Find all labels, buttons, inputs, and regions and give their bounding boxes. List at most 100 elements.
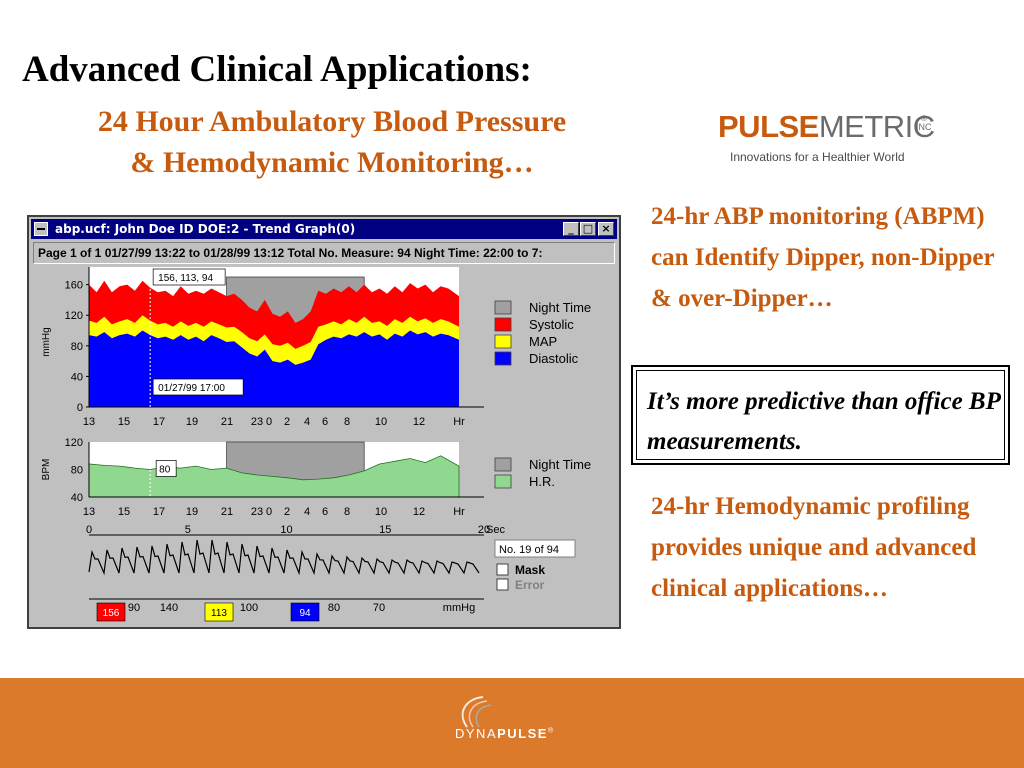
waveform-x-tick-label: 5 bbox=[185, 524, 191, 536]
abpm-bullet: 24-hr ABP monitoring (ABPM) can Identify… bbox=[651, 203, 995, 312]
hr-x-tick-label: 2 bbox=[284, 506, 290, 518]
pressure-scale-label: 80 bbox=[328, 602, 340, 614]
maximize-button[interactable]: □ bbox=[580, 222, 596, 236]
dynapulse-wordmark: DYNAPULSE® bbox=[455, 726, 555, 741]
trend-info-bar: Page 1 of 1 01/27/99 13:22 to 01/28/99 1… bbox=[33, 242, 615, 264]
pressure-marker-label: 113 bbox=[211, 608, 227, 619]
logo-registered-mark: ® bbox=[921, 114, 927, 123]
bp-y-tick-label: 160 bbox=[65, 280, 83, 292]
hr-y-tick-label: 120 bbox=[65, 437, 83, 449]
trend-graph-window: abp.ucf: John Doe ID DOE:2 - Trend Graph… bbox=[27, 215, 621, 629]
hr-y-tick-label: 80 bbox=[71, 465, 83, 477]
measure-number: No. 19 of 94 bbox=[499, 544, 559, 556]
bp-x-tick-label: 10 bbox=[375, 416, 387, 428]
bp-legend-swatch bbox=[494, 351, 512, 366]
bp-legend-swatch bbox=[494, 334, 512, 349]
hr-x-tick-label: 8 bbox=[344, 506, 350, 518]
pressure-marker bbox=[96, 602, 126, 622]
bp-x-tick-label: 23 bbox=[251, 416, 263, 428]
bp-x-tick-label: 13 bbox=[83, 416, 95, 428]
hr-x-tick-label: 10 bbox=[375, 506, 387, 518]
bp-x-tick-label: 6 bbox=[322, 416, 328, 428]
pressure-marker bbox=[290, 602, 320, 622]
dynapulse-swoosh-icon bbox=[461, 696, 492, 728]
bp-tooltip-time: 01/27/99 17:00 bbox=[158, 383, 225, 394]
callout-text: It’s more predictive than office BP meas… bbox=[636, 370, 1005, 460]
waveform-x-tick-label: 0 bbox=[86, 524, 92, 536]
checkbox-mask[interactable] bbox=[496, 563, 509, 576]
hr-x-tick-label: 19 bbox=[186, 506, 198, 518]
dynapulse-registered-mark: ® bbox=[547, 727, 555, 735]
hr-legend-swatch bbox=[494, 457, 512, 472]
bp-x-tick-label: 17 bbox=[153, 416, 165, 428]
hr-cursor-box bbox=[155, 460, 177, 477]
slide-title: Advanced Clinical Applications: bbox=[22, 49, 532, 90]
waveform-x-tick-label: 20 bbox=[478, 524, 490, 536]
pressure-scale-label: 70 bbox=[373, 602, 385, 614]
hr-x-tick-label: 4 bbox=[304, 506, 310, 518]
bp-x-tick-label: 15 bbox=[118, 416, 130, 428]
pulsemetric-logo: PULSEMETRIC ® INC Innovations for a Heal… bbox=[718, 110, 948, 170]
pressure-marker bbox=[204, 602, 234, 622]
measure-number-box bbox=[494, 539, 576, 558]
hr-x-tick-label: 6 bbox=[322, 506, 328, 518]
pressure-marker-label: 156 bbox=[103, 608, 120, 619]
bp-x-tick-label: 8 bbox=[344, 416, 350, 428]
hemodynamic-bullet: 24-hr Hemodynamic profiling provides uni… bbox=[651, 493, 977, 602]
bp-x-tick-label: 19 bbox=[186, 416, 198, 428]
dynapulse-dyna: DYNA bbox=[455, 726, 498, 741]
bp-x-tick-label: 0 bbox=[266, 416, 272, 428]
bp-legend-label: Night Time bbox=[529, 300, 591, 315]
window-title: abp.ucf: John Doe ID DOE:2 - Trend Graph… bbox=[55, 222, 356, 236]
waveform-x-unit: Sec bbox=[486, 524, 505, 536]
subtitle-line-2: & Hemodynamic Monitoring… bbox=[130, 146, 534, 179]
bp-y-tick-label: 120 bbox=[65, 310, 83, 322]
bp-legend-label: MAP bbox=[529, 334, 557, 349]
logo-tagline: Innovations for a Healthier World bbox=[730, 150, 905, 164]
bp-y-tick-label: 0 bbox=[77, 402, 83, 414]
bp-x-tick-label: Hr bbox=[453, 416, 465, 428]
hr-x-tick-label: 21 bbox=[221, 506, 233, 518]
bp-legend-swatch bbox=[494, 317, 512, 332]
checkbox-error bbox=[496, 578, 509, 591]
callout-box: It’s more predictive than office BP meas… bbox=[631, 365, 1010, 465]
slide-subtitle: 24 Hour Ambulatory Blood Pressure & Hemo… bbox=[22, 101, 642, 183]
minimize-button[interactable]: _ bbox=[563, 222, 579, 236]
hr-legend-label: Night Time bbox=[529, 457, 591, 472]
hr-x-tick-label: 23 bbox=[251, 506, 263, 518]
window-system-menu-icon[interactable] bbox=[34, 222, 48, 236]
hr-legend-label: H.R. bbox=[529, 474, 555, 489]
bp-y-tick-label: 40 bbox=[71, 371, 83, 383]
bp-x-tick-label: 2 bbox=[284, 416, 290, 428]
pressure-scale-label: 100 bbox=[240, 602, 258, 614]
bp-tooltip-value: 156, 113, 94 bbox=[158, 273, 213, 284]
window-titlebar[interactable]: abp.ucf: John Doe ID DOE:2 - Trend Graph… bbox=[31, 219, 617, 239]
pressure-scale-label: 140 bbox=[160, 602, 178, 614]
bp-x-tick-label: 12 bbox=[413, 416, 425, 428]
logo-metric: METRIC bbox=[818, 109, 935, 144]
checkbox-label: Error bbox=[515, 578, 545, 592]
dynapulse-pulse: PULSE bbox=[497, 726, 548, 741]
logo-inc: INC bbox=[916, 122, 932, 132]
bp-x-tick-label: 4 bbox=[304, 416, 310, 428]
waveform-x-tick-label: 10 bbox=[280, 524, 292, 536]
hr-x-tick-label: 17 bbox=[153, 506, 165, 518]
bp-y-tick-label: 80 bbox=[71, 341, 83, 353]
hr-trend-chart: 40 80 120 BPM 13 15 17 19 21 23 0 2 4 6 8 10 12 Hr 80 Night… bbox=[41, 437, 591, 518]
subtitle-line-1: 24 Hour Ambulatory Blood Pressure bbox=[97, 105, 567, 138]
pressure-scale-label: 90 bbox=[128, 602, 140, 614]
hr-x-tick-label: 13 bbox=[83, 506, 95, 518]
hr-y-axis-label: BPM bbox=[41, 459, 52, 481]
hr-x-tick-label: 15 bbox=[118, 506, 130, 518]
hr-legend-swatch bbox=[494, 474, 512, 489]
logo-pulse: PULSE bbox=[718, 109, 819, 144]
checkbox-label: Mask bbox=[515, 563, 545, 577]
bp-tooltip-time-box bbox=[152, 378, 244, 396]
close-button[interactable]: × bbox=[598, 222, 614, 236]
waveform-x-tick-label: 15 bbox=[379, 524, 391, 536]
bp-legend-label: Systolic bbox=[529, 317, 574, 332]
hr-x-tick-label: Hr bbox=[453, 506, 465, 518]
